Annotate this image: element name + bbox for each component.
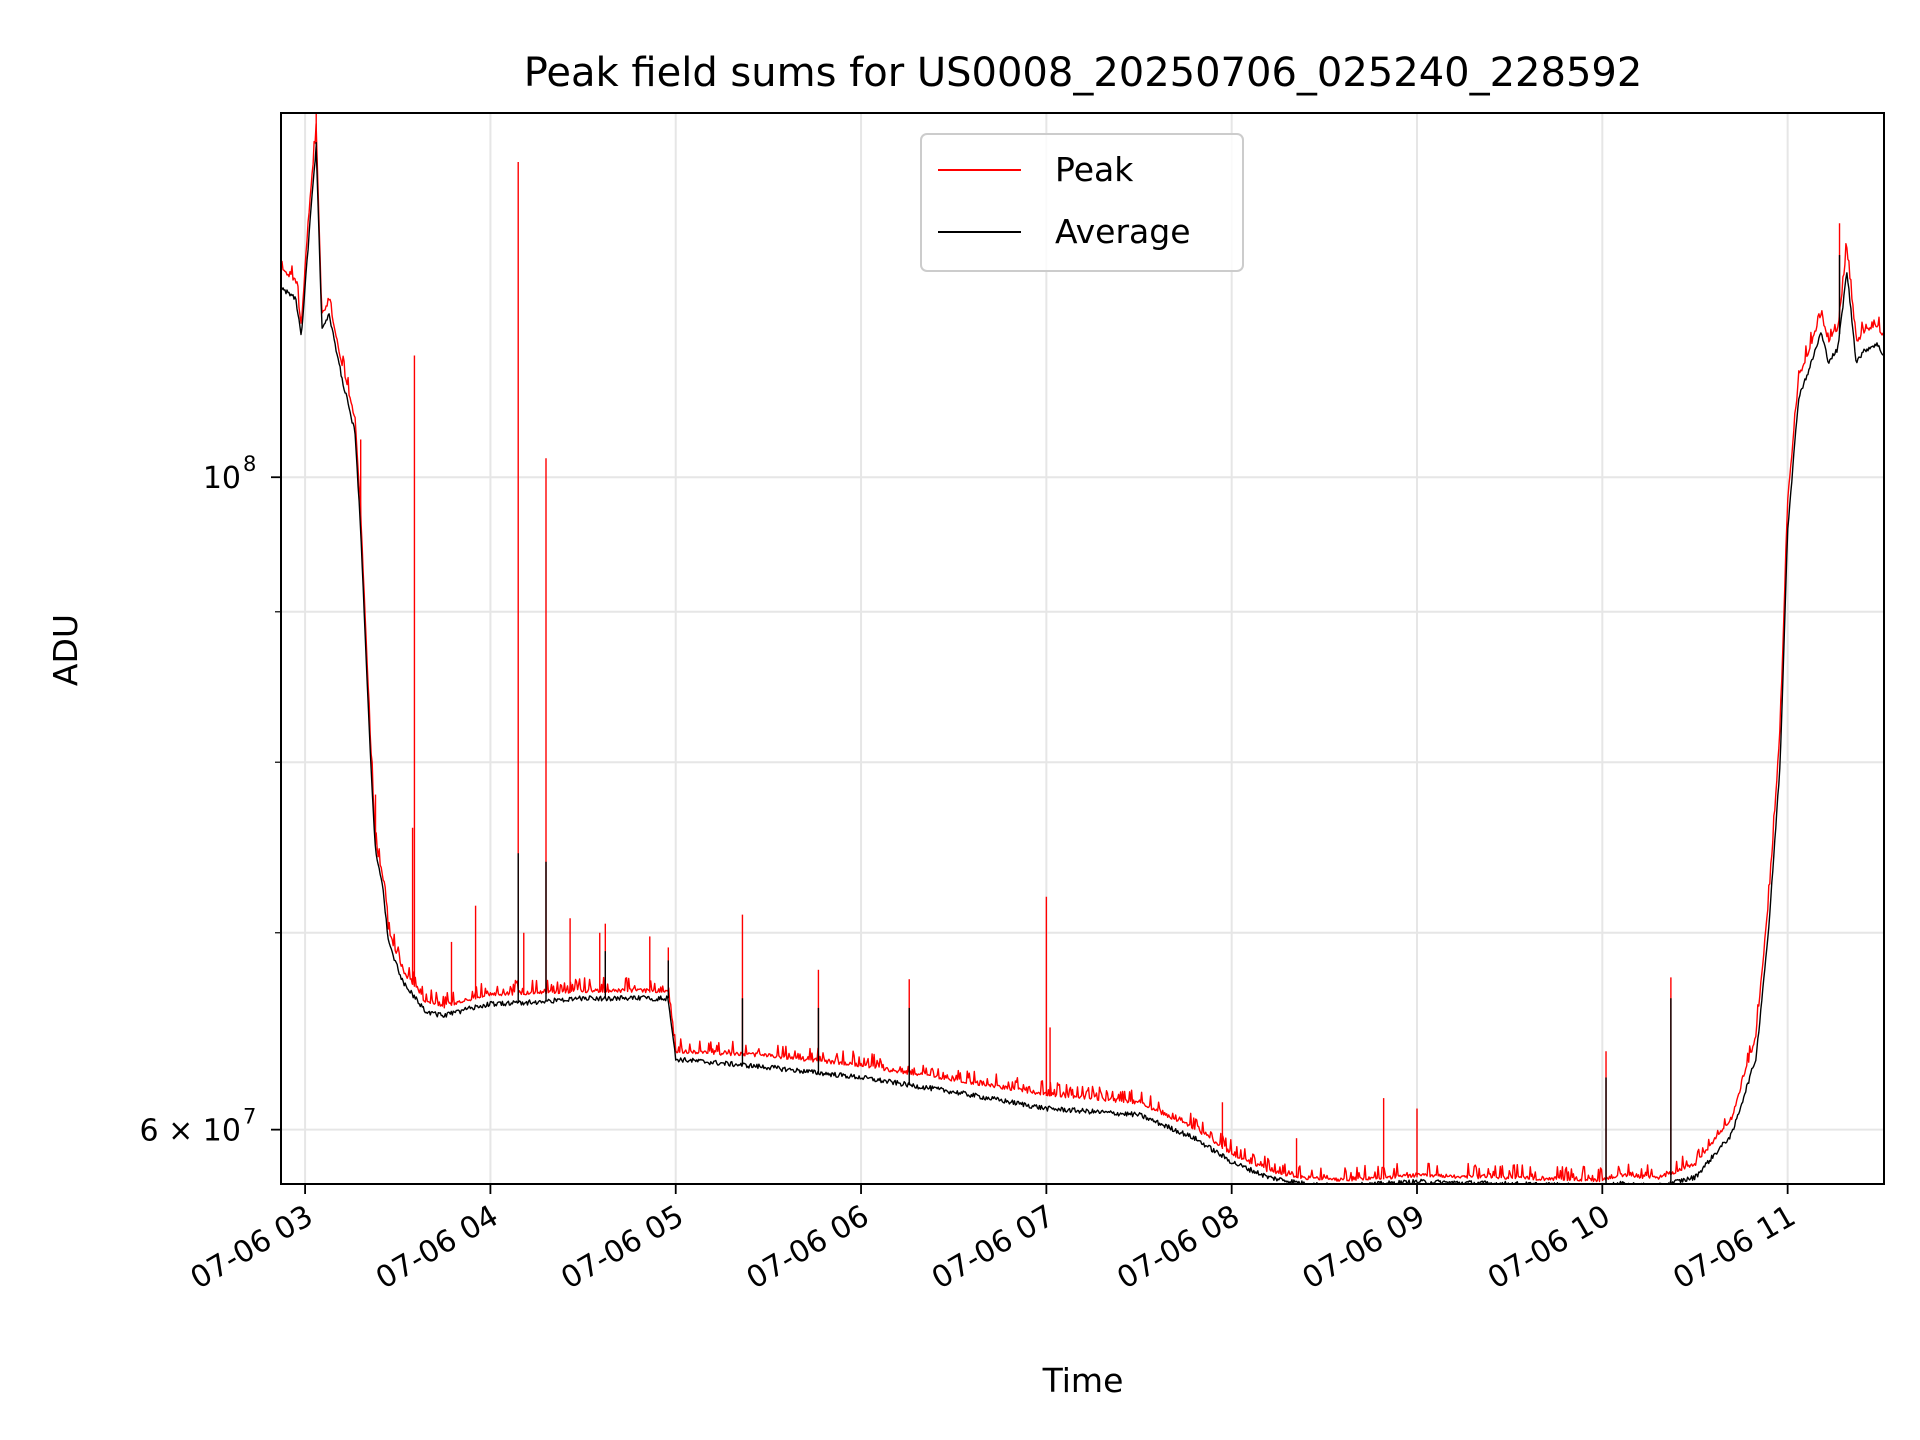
y-tick-label-base: 10 [203, 461, 241, 496]
chart-title: Peak field sums for US0008_20250706_0252… [524, 50, 1643, 96]
series-line-average [281, 146, 1884, 1184]
y-axis-label: ADU [46, 614, 85, 686]
series-average [281, 142, 1884, 1184]
grid [281, 113, 1884, 1184]
plot-area [281, 113, 1884, 1184]
x-axis-label: Time [1042, 1361, 1124, 1400]
y-tick-label-base: 6 × 10 [140, 1114, 241, 1149]
series-line-peak [281, 123, 1884, 1183]
y-tick-label-exponent: 7 [243, 1105, 256, 1129]
y-tick-label-exponent: 8 [243, 452, 256, 476]
y-tick-label: 6 × 10 7 [140, 1105, 257, 1149]
legend-box [920, 133, 1244, 272]
legend: Peak Average [920, 133, 1244, 272]
y-tick-label: 10 8 [203, 452, 257, 496]
legend-label-average: Average [1055, 212, 1191, 251]
legend-label-peak: Peak [1055, 150, 1134, 189]
plot-frame [280, 112, 1885, 1185]
series-layer [281, 113, 1884, 1184]
